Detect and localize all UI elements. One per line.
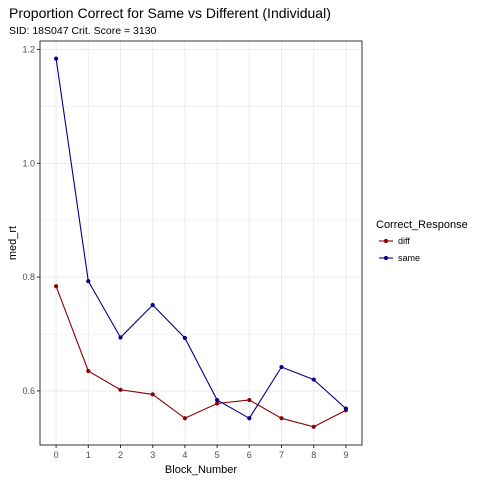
x-tick-label: 2 (118, 450, 123, 460)
data-point-diff (54, 284, 59, 289)
x-tick-label: 6 (247, 450, 252, 460)
y-tick-label: 1.0 (22, 158, 35, 168)
grid-major (40, 41, 362, 445)
data-point-same (86, 279, 91, 284)
legend: Correct_Response diff same (376, 219, 468, 263)
data-point-same (279, 364, 284, 370)
legend-title: Correct_Response (376, 219, 468, 231)
data-point-diff (86, 368, 91, 374)
chart-subtitle: SID: 18S047 Crit. Score = 3130 (9, 25, 157, 37)
x-tick-label: 1 (86, 450, 91, 460)
legend-key-point-diff (383, 238, 389, 244)
data-point-same (118, 335, 123, 340)
legend-key-point-same (383, 255, 389, 261)
x-tick-label: 4 (182, 450, 187, 460)
x-tick-label: 7 (279, 450, 284, 460)
x-tick-label: 8 (311, 450, 316, 460)
data-point-same (247, 416, 252, 421)
x-axis-title: Block_Number (165, 464, 237, 476)
data-point-diff (311, 424, 316, 429)
data-point-same (182, 335, 187, 341)
data-point-same (215, 397, 220, 403)
x-axis-ticks: 0 1 2 3 4 5 6 7 8 9 (54, 445, 348, 460)
legend-label-diff: diff (398, 236, 410, 246)
y-axis-title: med_rt (7, 226, 19, 260)
y-tick-label: 0.8 (22, 272, 35, 282)
y-tick-label: 1.2 (22, 45, 35, 55)
legend-label-same: same (398, 253, 420, 263)
data-point-same (311, 377, 316, 382)
data-point-same (343, 406, 348, 411)
data-point-diff (182, 416, 187, 421)
series-layer (54, 56, 348, 429)
y-axis-ticks: 0.6 0.8 1.0 1.2 (22, 45, 40, 396)
plot-border (39, 40, 363, 446)
data-point-diff (279, 416, 284, 421)
x-tick-label: 0 (54, 450, 59, 460)
data-point-diff (247, 397, 252, 403)
series-line-same (55, 58, 347, 420)
series-line-diff (55, 286, 347, 428)
data-point-same (54, 56, 59, 61)
data-point-diff (150, 392, 155, 397)
chart-title: Proportion Correct for Same vs Different… (9, 5, 331, 21)
data-point-same (150, 302, 155, 308)
data-point-diff (215, 401, 220, 406)
data-point-diff (118, 387, 123, 392)
grid-minor (40, 106, 362, 335)
x-tick-label: 3 (150, 450, 155, 460)
x-tick-label: 5 (215, 450, 220, 460)
x-tick-label: 9 (343, 450, 348, 460)
y-tick-label: 0.6 (22, 386, 35, 396)
